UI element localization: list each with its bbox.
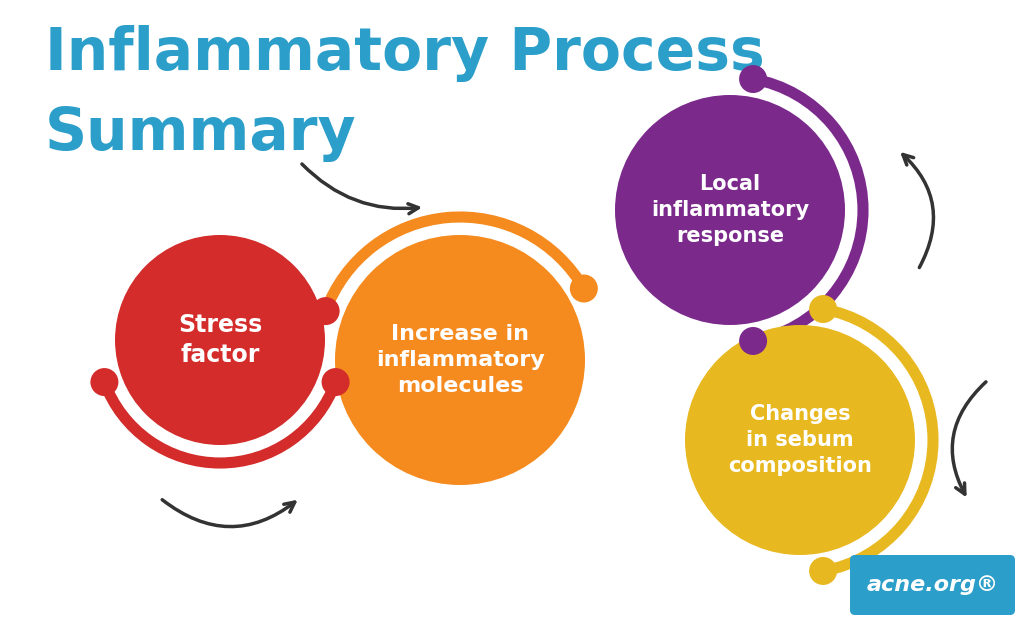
Text: Inflammatory Process: Inflammatory Process — [45, 25, 765, 82]
Circle shape — [311, 297, 340, 325]
Circle shape — [809, 295, 837, 323]
Circle shape — [335, 235, 585, 485]
Circle shape — [115, 235, 325, 445]
Circle shape — [569, 274, 598, 303]
Circle shape — [739, 65, 767, 93]
Circle shape — [809, 557, 837, 585]
Circle shape — [615, 95, 845, 325]
Text: acne.org®: acne.org® — [866, 575, 998, 595]
Text: Local
inflammatory
response: Local inflammatory response — [651, 174, 809, 246]
Circle shape — [322, 368, 349, 396]
Text: Summary: Summary — [45, 105, 356, 162]
Circle shape — [739, 327, 767, 355]
Text: Changes
in sebum
composition: Changes in sebum composition — [728, 404, 872, 476]
Text: Stress
factor: Stress factor — [178, 313, 262, 367]
Circle shape — [685, 325, 915, 555]
FancyBboxPatch shape — [850, 555, 1015, 615]
Circle shape — [90, 368, 119, 396]
Text: Increase in
inflammatory
molecules: Increase in inflammatory molecules — [376, 324, 545, 396]
